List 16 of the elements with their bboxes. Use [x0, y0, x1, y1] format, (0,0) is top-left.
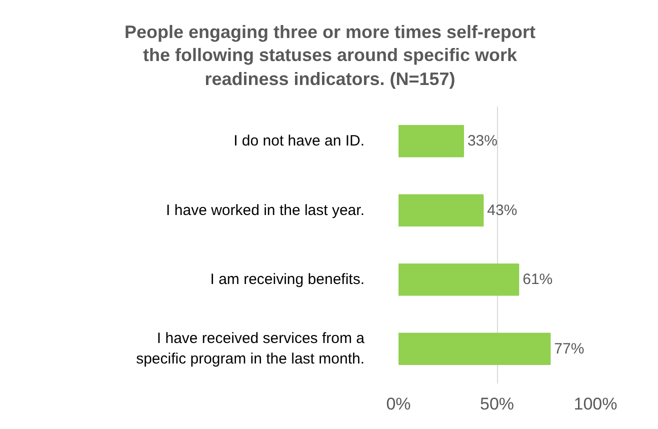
y-tick-label: I have worked in the last year.	[166, 202, 365, 220]
y-tick-label: I have received services from a specific program in the last month.	[136, 330, 366, 368]
data-label: 33%	[467, 132, 498, 150]
data-label: 61%	[522, 271, 553, 288]
x-tick-label: 100%	[574, 394, 618, 414]
y-tick-label: I am receiving benefits.	[210, 271, 365, 288]
data-label: 77%	[554, 340, 584, 358]
x-tick-label: 0%	[386, 394, 411, 414]
chart-title: People engaging three or more times self-report the following statuses around specific work readiness indicators. (N=157)	[124, 21, 536, 91]
bar	[398, 194, 484, 227]
y-tick-label: I do not have an ID.	[234, 132, 364, 150]
bar	[398, 264, 520, 296]
bar	[398, 332, 551, 366]
x-tick-label: 50%	[480, 394, 514, 414]
bar	[398, 125, 464, 158]
data-label: 43%	[487, 202, 518, 220]
